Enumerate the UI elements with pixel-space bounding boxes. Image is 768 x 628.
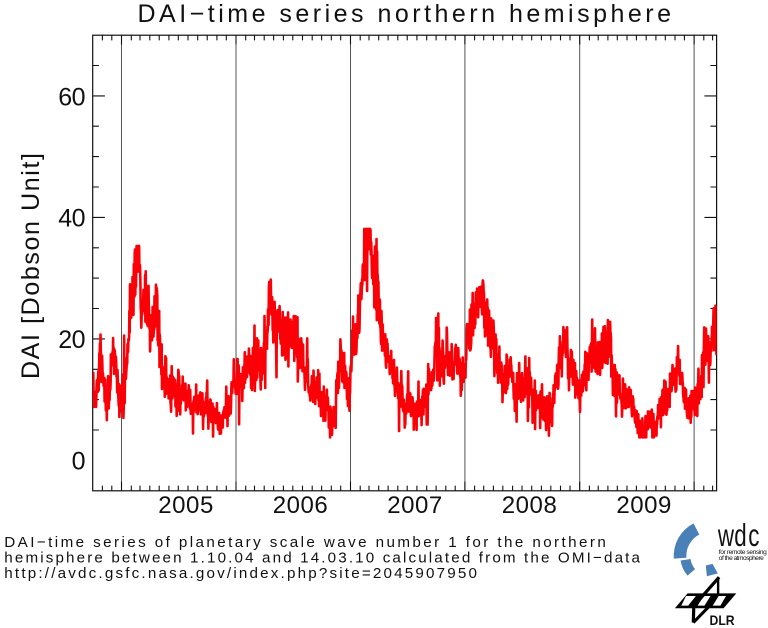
svg-text:DAI−time series northern hemis: DAI−time series northern hemisphere [138, 0, 672, 28]
svg-text:20: 20 [58, 326, 85, 354]
svg-text:2009: 2009 [616, 492, 671, 519]
svg-text:c: c [748, 517, 759, 553]
svg-text:2005: 2005 [158, 492, 213, 519]
svg-text:2006: 2006 [273, 492, 328, 519]
svg-text:2008: 2008 [502, 492, 557, 519]
svg-text:of the atmosphere: of the atmosphere [719, 555, 764, 562]
svg-text:0: 0 [72, 447, 85, 475]
svg-text:w: w [717, 517, 734, 553]
svg-text:2007: 2007 [387, 492, 442, 519]
svg-text:40: 40 [58, 204, 85, 232]
svg-text:hemisphere between 1.10.04 and: hemisphere between 1.10.04 and 14.03.10 … [4, 550, 640, 567]
svg-text:http://avdc.gsfc.nasa.gov/inde: http://avdc.gsfc.nasa.gov/index.php?site… [4, 565, 477, 582]
svg-text:d: d [734, 517, 746, 553]
svg-text:60: 60 [58, 83, 85, 111]
svg-text:DLR: DLR [710, 613, 735, 628]
svg-text:for remote sensing: for remote sensing [719, 549, 767, 556]
